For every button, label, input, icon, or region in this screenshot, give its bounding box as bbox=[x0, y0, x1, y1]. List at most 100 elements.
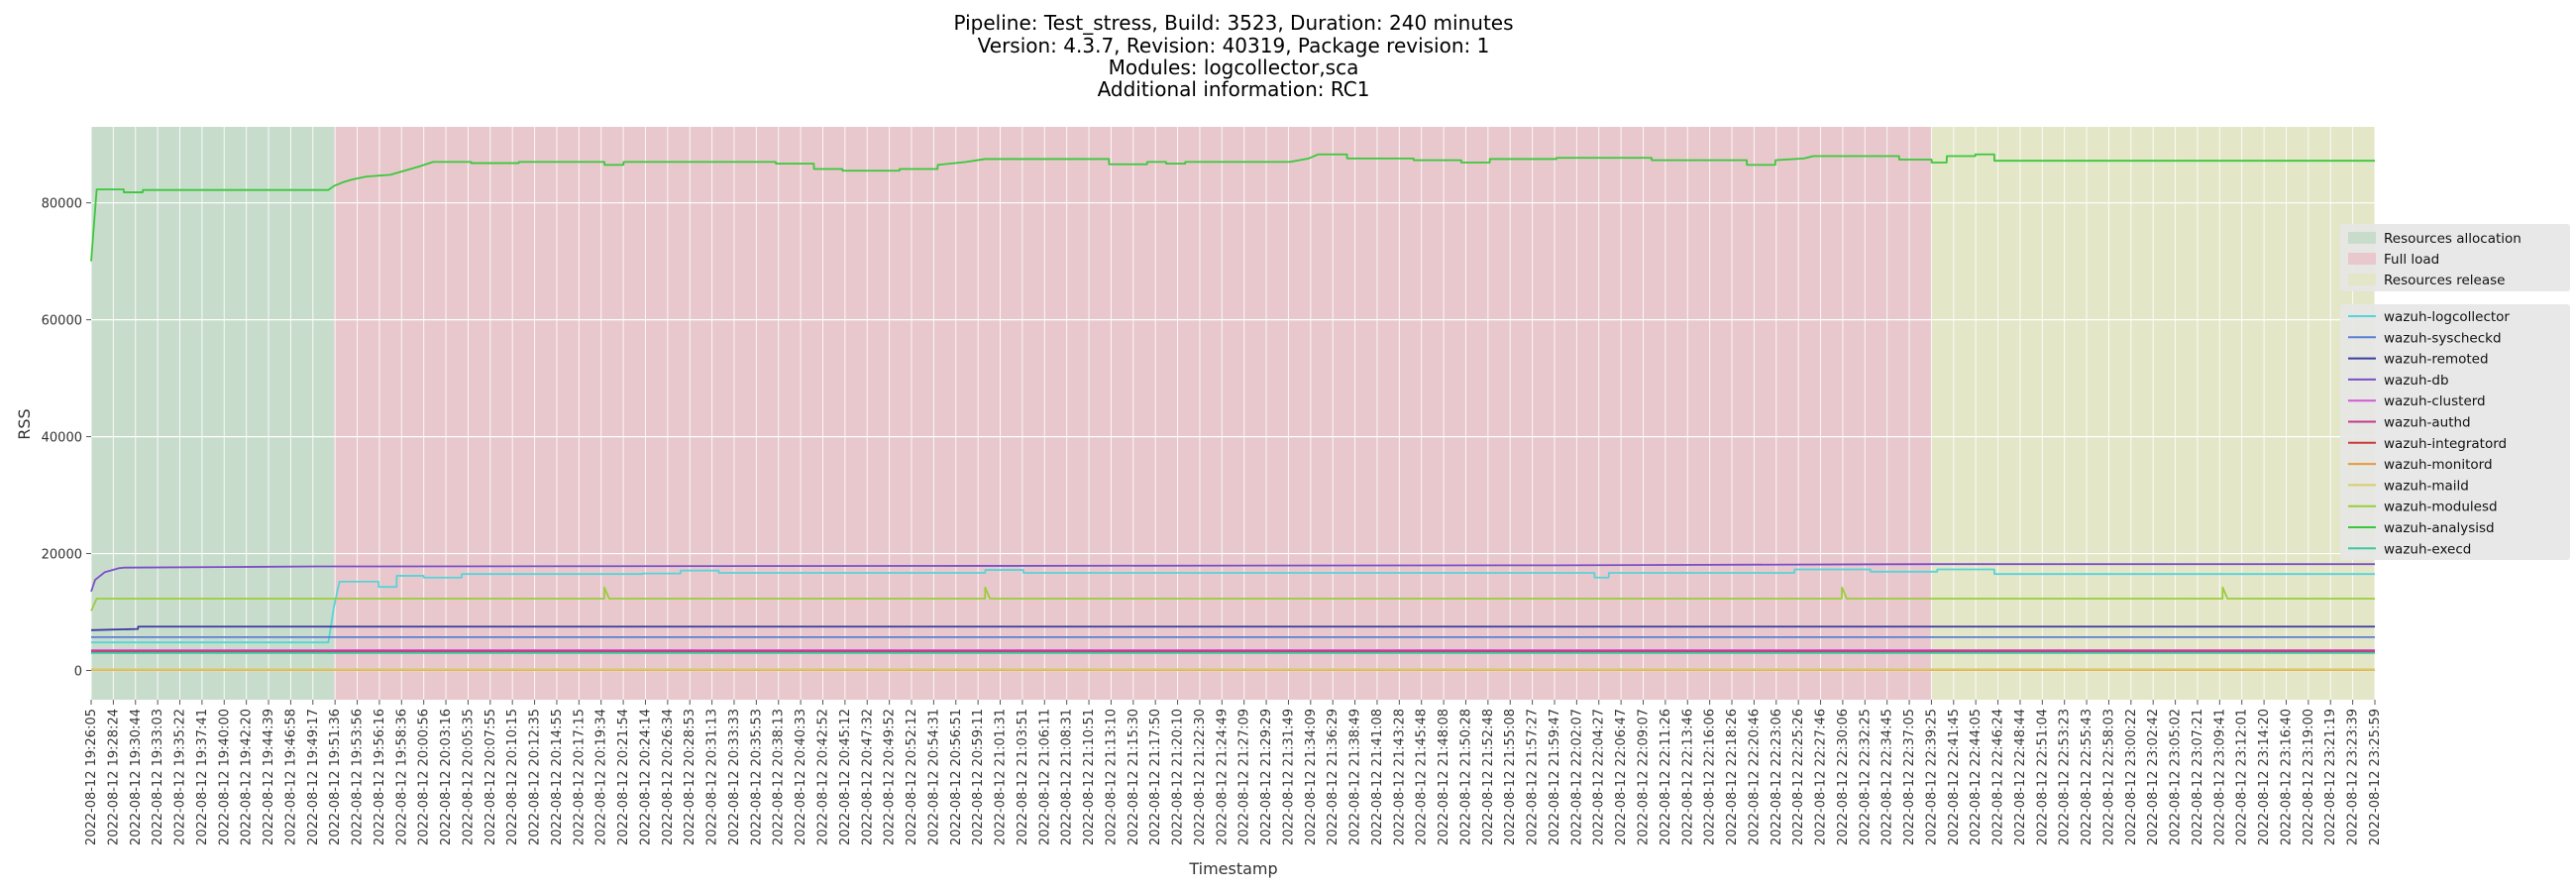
x-tick-label: 2022-08-12 20:49:52 bbox=[883, 709, 898, 845]
x-tick-label: 2022-08-12 23:00:22 bbox=[2124, 709, 2139, 845]
series-legend-label: wazuh-analysisd bbox=[2384, 520, 2495, 536]
x-tick-label: 2022-08-12 20:38:13 bbox=[772, 709, 787, 845]
x-tick-label: 2022-08-12 21:41:08 bbox=[1370, 709, 1385, 845]
x-tick-label: 2022-08-12 23:05:02 bbox=[2169, 709, 2184, 845]
x-tick-label: 2022-08-12 21:20:10 bbox=[1171, 709, 1186, 845]
x-tick-label: 2022-08-12 20:47:32 bbox=[860, 709, 875, 845]
series-line-wazuh-analysisd bbox=[90, 153, 2375, 262]
phase-legend-label: Resources allocation bbox=[2384, 231, 2522, 247]
x-tick-label: 2022-08-12 21:29:29 bbox=[1259, 709, 1274, 845]
x-tick-label: 2022-08-12 20:42:52 bbox=[815, 709, 830, 845]
x-tick-label: 2022-08-12 19:46:58 bbox=[283, 709, 298, 845]
phase-band-1 bbox=[91, 127, 335, 700]
x-tick-label: 2022-08-12 19:49:17 bbox=[306, 709, 321, 845]
x-tick-label: 2022-08-12 21:57:27 bbox=[1526, 709, 1541, 845]
phase-legend-box bbox=[2340, 224, 2570, 291]
chart-title-line-3: Modules: logcollector,sca bbox=[1109, 56, 1359, 79]
x-tick-label: 2022-08-12 20:14:55 bbox=[550, 709, 565, 845]
chart-title-line-1: Pipeline: Test_stress, Build: 3523, Dura… bbox=[953, 11, 1513, 35]
x-tick-label: 2022-08-12 19:51:36 bbox=[328, 709, 343, 845]
phase-legend-swatch bbox=[2348, 253, 2376, 265]
phase-legend: Resources allocation Full load Resources r… bbox=[2340, 224, 2570, 291]
series-legend-label: wazuh-logcollector bbox=[2384, 309, 2510, 325]
x-tick-label: 2022-08-12 23:16:40 bbox=[2279, 709, 2294, 845]
phase-bands bbox=[91, 127, 2375, 700]
x-tick-label: 2022-08-12 22:46:24 bbox=[1991, 709, 2006, 845]
x-tick-label: 2022-08-12 22:16:06 bbox=[1703, 709, 1718, 845]
x-tick-label: 2022-08-12 22:51:04 bbox=[2035, 709, 2050, 845]
x-tick-label: 2022-08-12 21:38:49 bbox=[1348, 709, 1363, 845]
x-tick-label: 2022-08-12 22:11:26 bbox=[1659, 709, 1673, 845]
x-tick-label: 2022-08-12 20:24:14 bbox=[638, 709, 653, 845]
x-tick-label: 2022-08-12 20:56:51 bbox=[949, 709, 964, 845]
x-tick-label: 2022-08-12 19:53:56 bbox=[351, 709, 366, 845]
x-tick-label: 2022-08-12 23:07:21 bbox=[2191, 709, 2205, 845]
series-legend-label: wazuh-db bbox=[2384, 373, 2449, 389]
x-tick-label: 2022-08-12 22:02:07 bbox=[1569, 709, 1584, 845]
series-line-wazuh-logcollector bbox=[91, 568, 2375, 644]
x-tick-label: 2022-08-12 21:15:30 bbox=[1127, 709, 1141, 845]
x-tick-label: 2022-08-12 23:25:59 bbox=[2368, 709, 2383, 845]
series-legend: wazuh-logcollector wazuh-syscheckd wazuh-r… bbox=[2340, 304, 2570, 560]
x-tick-label: 2022-08-12 19:28:24 bbox=[106, 709, 121, 845]
x-tick-label: 2022-08-12 20:07:55 bbox=[483, 709, 498, 845]
x-tick-label: 2022-08-12 21:03:51 bbox=[1016, 709, 1030, 845]
x-tick-label: 2022-08-12 21:36:29 bbox=[1326, 709, 1341, 845]
x-tick-label: 2022-08-12 21:01:31 bbox=[994, 709, 1009, 845]
x-tick-label: 2022-08-12 22:48:44 bbox=[2013, 709, 2028, 845]
x-tick-label: 2022-08-12 20:12:35 bbox=[528, 709, 543, 845]
x-tick-label: 2022-08-12 21:34:09 bbox=[1304, 709, 1319, 845]
x-tick-label: 2022-08-12 21:50:28 bbox=[1458, 709, 1473, 845]
phase-legend-label: Full load bbox=[2384, 252, 2439, 268]
series-line-wazuh-db bbox=[90, 563, 2375, 593]
x-tick-label: 2022-08-12 22:37:05 bbox=[1902, 709, 1917, 845]
x-tick-label: 2022-08-12 20:45:12 bbox=[838, 709, 853, 845]
series-legend-label: wazuh-remoted bbox=[2384, 352, 2489, 368]
x-tick-label: 2022-08-12 22:23:06 bbox=[1770, 709, 1784, 845]
y-tick-label: 20000 bbox=[42, 548, 82, 563]
x-tick-label: 2022-08-12 21:45:48 bbox=[1415, 709, 1430, 845]
series-legend-label: wazuh-modulesd bbox=[2384, 500, 2498, 515]
x-tick-label: 2022-08-12 20:03:16 bbox=[439, 709, 454, 845]
x-tick-label: 2022-08-12 20:31:13 bbox=[705, 709, 720, 845]
x-tick-label: 2022-08-12 20:40:33 bbox=[794, 709, 808, 845]
x-tick-label: 2022-08-12 20:05:35 bbox=[461, 709, 476, 845]
series-legend-label: wazuh-authd bbox=[2384, 415, 2471, 431]
x-tick-label: 2022-08-12 21:17:50 bbox=[1148, 709, 1163, 845]
x-tick-label: 2022-08-12 20:52:12 bbox=[905, 709, 919, 845]
y-tick-label: 60000 bbox=[42, 314, 82, 329]
x-tick-label: 2022-08-12 22:32:25 bbox=[1858, 709, 1873, 845]
x-tick-label: 2022-08-12 22:58:03 bbox=[2101, 709, 2116, 845]
phase-legend-label: Resources release bbox=[2384, 273, 2505, 288]
x-tick-label: 2022-08-12 20:10:15 bbox=[505, 709, 520, 845]
x-tick-label: 2022-08-12 21:59:47 bbox=[1548, 709, 1562, 845]
x-tick-label: 2022-08-12 20:17:15 bbox=[572, 709, 587, 845]
y-tick-label: 80000 bbox=[42, 197, 82, 212]
x-tick-label: 2022-08-12 20:33:33 bbox=[727, 709, 742, 845]
x-tick-label: 2022-08-12 22:53:23 bbox=[2058, 709, 2073, 845]
x-tick-label: 2022-08-12 20:35:53 bbox=[749, 709, 764, 845]
y-axis-label: RSS bbox=[15, 408, 34, 439]
x-tick-label: 2022-08-12 21:24:49 bbox=[1215, 709, 1230, 845]
phase-legend-swatch bbox=[2348, 232, 2376, 244]
x-tick-label: 2022-08-12 22:13:46 bbox=[1680, 709, 1695, 845]
x-tick-label: 2022-08-12 21:08:31 bbox=[1060, 709, 1075, 845]
x-tick-label: 2022-08-12 21:27:09 bbox=[1237, 709, 1252, 845]
axes: 2022-08-12 19:26:05 2022-08-12 19:28:24 20… bbox=[42, 197, 2383, 845]
x-tick-label: 2022-08-12 21:06:11 bbox=[1037, 709, 1052, 845]
x-tick-label: 2022-08-12 19:35:22 bbox=[173, 709, 188, 845]
x-tick-label: 2022-08-12 19:56:16 bbox=[373, 709, 387, 845]
x-tick-label: 2022-08-12 21:10:51 bbox=[1082, 709, 1097, 845]
x-tick-label: 2022-08-12 21:48:08 bbox=[1437, 709, 1451, 845]
x-tick-label: 2022-08-12 23:02:42 bbox=[2146, 709, 2161, 845]
x-tick-label: 2022-08-12 21:13:10 bbox=[1104, 709, 1119, 845]
x-tick-label: 2022-08-12 22:04:27 bbox=[1592, 709, 1607, 845]
y-tick-label: 40000 bbox=[42, 431, 82, 446]
x-tick-label: 2022-08-12 19:33:03 bbox=[151, 709, 165, 845]
x-tick-label: 2022-08-12 20:00:56 bbox=[417, 709, 432, 845]
x-tick-label: 2022-08-12 20:54:31 bbox=[926, 709, 941, 845]
x-tick-label: 2022-08-12 22:55:43 bbox=[2080, 709, 2094, 845]
grid-lines bbox=[90, 127, 2376, 700]
series-legend-label: wazuh-integratord bbox=[2384, 436, 2507, 452]
